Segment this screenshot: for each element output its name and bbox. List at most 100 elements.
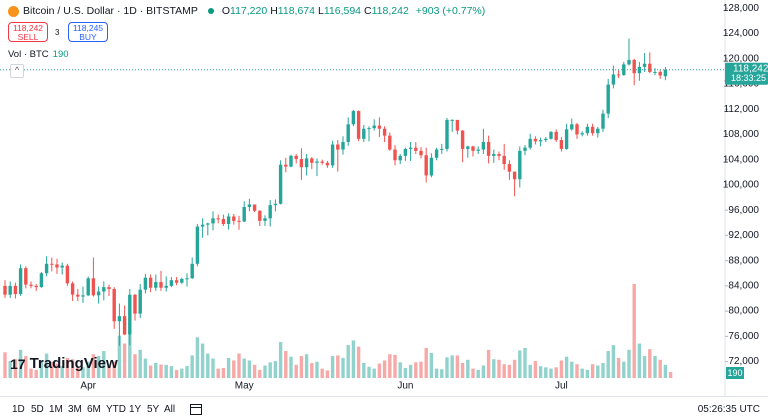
calendar-icon[interactable] [189,402,203,416]
candle-body [533,138,538,142]
volume-bar [138,349,142,378]
volume-bar [377,363,382,378]
y-tick-label: 80,000 [728,306,759,317]
volume-bar [8,361,12,378]
candle-body [554,131,558,141]
candle-body [429,157,434,176]
logo-text: TradingView [29,355,118,372]
candle-body [658,71,662,76]
volume-bar [268,362,272,378]
buy-button[interactable]: 118,245 BUY [68,22,108,42]
volume-bar [76,367,80,378]
candle-body [341,141,345,150]
volume-bar [601,362,605,378]
candle-body [169,280,174,286]
volume-bar [154,362,158,378]
range-button[interactable]: 1Y [129,404,142,415]
candle-body [653,71,657,73]
range-button[interactable]: 5Y [147,404,160,415]
range-button[interactable]: 3M [68,404,82,415]
volume-bar [668,372,673,378]
candle-body [185,278,189,280]
candle-body [60,265,64,268]
sell-button[interactable]: 118,242 SELL [8,22,48,42]
y-tick-label: 84,000 [728,281,759,292]
ohlc-key: O [221,5,231,17]
candle-body [315,161,319,163]
candle-body [481,141,486,150]
volume-bar [466,359,470,378]
candle-body [44,263,49,274]
volume-bar [122,343,127,378]
volume-bar [315,361,319,378]
volume-bar [424,347,428,378]
x-tick-label: Jul [555,381,568,392]
candle-body [606,84,610,114]
sell-label: SELL [17,32,39,42]
ohlc-value: 117,220 [230,5,268,17]
candle-body [570,124,574,130]
volume-bar [533,361,538,378]
candle-body [434,149,439,158]
candle-body [382,128,387,136]
collapse-toggle[interactable]: ^ [10,64,24,78]
volume-bar [29,368,33,378]
candle-body [143,277,148,290]
volume-bar [190,355,194,378]
volume-bar [294,364,298,378]
volume-bar [575,364,579,378]
candle-body [190,263,194,279]
ohlc-value: 116,594 [323,5,362,17]
candle-body [585,126,590,134]
volume-bar [133,354,137,378]
volume-bar [232,360,236,378]
candle-body [648,63,652,72]
range-button[interactable]: 1D [12,404,25,415]
range-button[interactable]: All [164,404,176,415]
change: +903 (+0.77%) [415,5,486,17]
volume-bar [200,343,205,378]
volume-bar [143,358,148,378]
volume-bar [258,369,262,378]
volume-bar [216,368,220,378]
price-tag [725,62,768,85]
candle-body [663,69,668,77]
candle-body [408,147,413,149]
candle-body [460,130,465,149]
volume-bar [39,360,44,378]
volume-bar [18,349,23,378]
range-button[interactable]: 6M [87,404,101,415]
candle-body [117,316,122,322]
volume-bar [544,367,548,378]
range-button[interactable]: 1M [49,404,63,415]
spread: 3 [55,28,60,37]
candle-body [232,216,236,221]
candle-body [486,141,491,156]
y-tick-label: 72,000 [728,356,759,367]
x-tick-label: Apr [80,381,96,392]
candle-body [471,146,475,151]
range-button[interactable]: 5D [31,404,44,415]
volume-bar [637,343,642,378]
volume-bar [336,355,340,378]
candle-body [76,294,80,297]
candle-body [544,138,548,141]
volume-bar [304,354,309,378]
volume-bar [585,369,590,378]
candle-body [128,294,132,335]
volume-bar [481,365,486,378]
volume-bar [356,346,361,378]
candle-body [466,146,470,149]
candle-body [351,111,356,125]
ohlc-key: C [364,5,372,17]
volume-bar [102,351,106,378]
range-button[interactable]: YTD [106,404,126,415]
volume-legend: Vol · BTC 190 [8,49,69,60]
candle-body [642,63,647,67]
volume-bar [434,368,439,378]
volume-bar [3,352,7,378]
volume-bar [362,362,366,378]
chart: 72,000 76,000 80,000 84,000 88,000 92,000 96,0… [0,0,768,396]
volume-bar [512,359,517,378]
